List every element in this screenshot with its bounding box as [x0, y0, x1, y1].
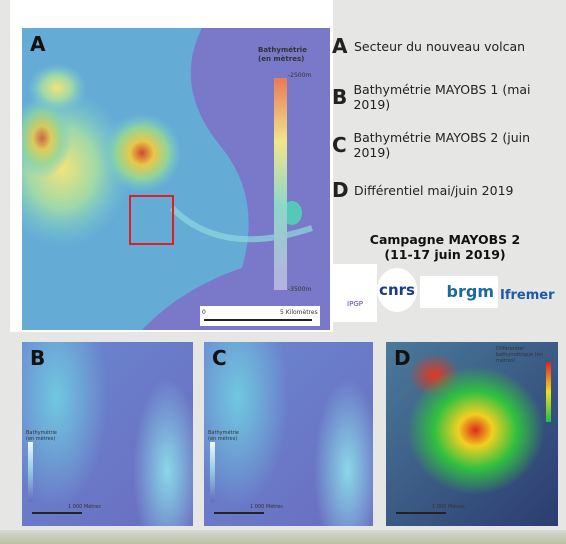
legend-row: D Différentiel mai/juin 2019: [332, 178, 514, 202]
scale-bar: [214, 512, 264, 514]
map-a: A Bathymétrie (en mètres) -2500m -3500m …: [22, 28, 330, 330]
color-bar: [274, 78, 287, 290]
map-c: C Bathymétrie (en mètres) 1 000 Mètres: [204, 342, 373, 526]
scale-end: 1 000 Mètres: [432, 504, 465, 510]
legend-row: A Secteur du nouveau volcan: [332, 34, 525, 58]
campaign: Campagne MAYOBS 2 (11-17 juin 2019): [340, 232, 550, 262]
color-bar: [210, 442, 215, 502]
map-d: D Différentiel bathymétrique (en mètres) 1…: [386, 342, 558, 526]
logo-ipgp: IPGP: [333, 264, 377, 322]
legend-title: Bathymétrie (en mètres): [26, 430, 58, 442]
scale-end: 5 Kilomètres: [280, 309, 318, 316]
legend-row: C Bathymétrie MAYOBS 2 (juin 2019): [332, 130, 566, 160]
legend-title: (en mètres): [258, 55, 305, 63]
legend-title: Différentiel bathymétrique (en mètres): [496, 346, 543, 364]
logo-cnrs: cnrs: [377, 268, 417, 312]
legend-title: Bathymétrie: [258, 46, 307, 54]
legend-title: Bathymétrie (en mètres): [208, 430, 240, 442]
map-b: B Bathymétrie (en mètres) 1 000 Mètres: [22, 342, 193, 526]
legend-min: -3500m: [288, 286, 312, 293]
scale-start: 0: [202, 309, 206, 316]
color-bar: [28, 442, 33, 502]
campaign-dates: (11-17 juin 2019): [384, 247, 506, 262]
legend-text: Bathymétrie MAYOBS 1 (mai 2019): [353, 82, 531, 112]
campaign-title: Campagne MAYOBS 2: [369, 232, 521, 247]
sector-box: [129, 195, 174, 245]
legend-max: -2500m: [288, 72, 312, 79]
map-a-image: [22, 28, 330, 330]
map-label: C: [212, 346, 227, 370]
logo-ifremer: Ifremer: [500, 288, 555, 303]
legend-letter: D: [332, 178, 349, 202]
legend-text: Bathymétrie MAYOBS 2 (juin 2019): [353, 130, 531, 160]
legend-row: B Bathymétrie MAYOBS 1 (mai 2019): [332, 82, 566, 112]
legend-letter: B: [332, 85, 348, 109]
map-label: B: [30, 346, 46, 370]
logo-text: IPGP: [347, 300, 363, 308]
scale-bar: [32, 512, 82, 514]
legend-letter: A: [332, 34, 348, 58]
legend-text: Différentiel mai/juin 2019: [354, 182, 514, 198]
legend-letter: C: [332, 133, 347, 157]
legend-text: Secteur du nouveau volcan: [354, 38, 526, 54]
map-label: D: [394, 346, 411, 370]
map-label: A: [30, 32, 46, 56]
scale-end: 1 000 Mètres: [250, 504, 283, 510]
color-bar: [546, 362, 551, 422]
scale-bar: [396, 512, 446, 514]
bottom-strip: [0, 530, 566, 544]
scale-end: 1 000 Mètres: [68, 504, 101, 510]
logo-brgm: brgm: [420, 276, 498, 308]
